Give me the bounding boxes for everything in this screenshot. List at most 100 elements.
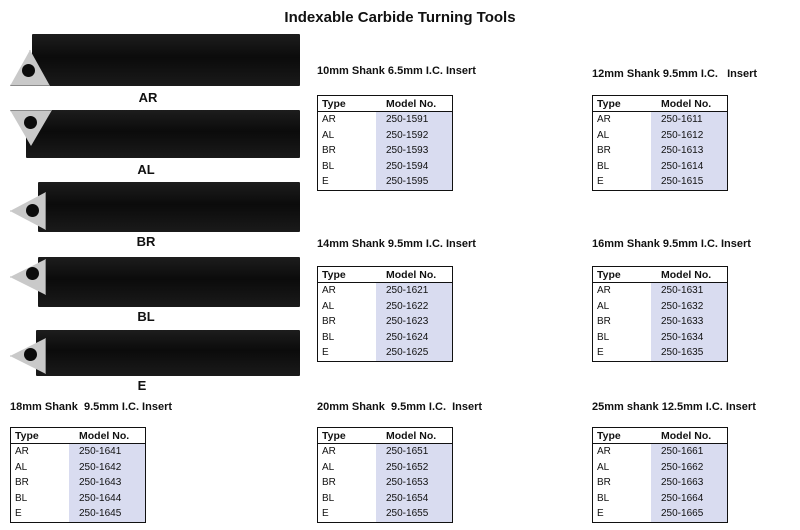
col-header-type: Type xyxy=(317,266,376,283)
tool-image-br xyxy=(10,182,300,232)
type-cell: E xyxy=(597,176,604,188)
type-cell: E xyxy=(15,508,22,520)
type-cell: AL xyxy=(597,461,610,473)
model-cell: 250-1644 xyxy=(69,490,146,506)
table-row: AL 250-1592 xyxy=(318,127,453,143)
table-row: BL 250-1644 xyxy=(11,490,146,506)
model-cell: 250-1615 xyxy=(651,174,728,190)
table-row: BL 250-1614 xyxy=(593,158,728,174)
table-row: AR 250-1611 xyxy=(593,111,728,128)
type-cell: BL xyxy=(322,160,335,172)
tool-label-ar: AR xyxy=(138,90,158,105)
section-title: 20mm Shank 9.5mm I.C. Insert xyxy=(317,401,483,413)
model-cell: 250-1621 xyxy=(376,282,453,299)
type-cell: AL xyxy=(15,461,28,473)
table-row: E 250-1655 xyxy=(318,506,453,522)
col-header-model: Model No. xyxy=(376,427,453,444)
type-cell: AR xyxy=(15,446,29,458)
table-row: AR 250-1651 xyxy=(318,443,453,460)
table-row: BR 250-1623 xyxy=(318,314,453,330)
model-cell: 250-1612 xyxy=(651,127,728,143)
table-row: AR 250-1621 xyxy=(318,282,453,299)
model-cell: 250-1643 xyxy=(69,475,146,491)
table-row: E 250-1665 xyxy=(593,506,728,522)
model-cell: 250-1663 xyxy=(651,475,728,491)
model-cell: 250-1635 xyxy=(651,345,728,361)
page-title: Indexable Carbide Turning Tools xyxy=(284,9,516,26)
col-header-type: Type xyxy=(592,427,651,444)
tool-label-bl: BL xyxy=(137,309,155,324)
table-row: BR 250-1643 xyxy=(11,475,146,491)
model-cell: 250-1593 xyxy=(376,143,453,159)
type-cell: AR xyxy=(322,446,336,458)
model-cell: 250-1623 xyxy=(376,314,453,330)
table-row: E 250-1595 xyxy=(318,174,453,190)
col-header-type: Type xyxy=(592,266,651,283)
table-row: BL 250-1654 xyxy=(318,490,453,506)
table-row: AL 250-1612 xyxy=(593,127,728,143)
type-cell: BL xyxy=(597,492,610,504)
type-cell: BL xyxy=(597,160,610,172)
table-row: AL 250-1622 xyxy=(318,298,453,314)
screw-icon xyxy=(24,348,37,361)
model-cell: 250-1645 xyxy=(69,506,146,522)
model-cell: 250-1651 xyxy=(376,443,453,460)
table-row: BR 250-1633 xyxy=(593,314,728,330)
section-title: 10mm Shank 6.5mm I.C. Insert xyxy=(317,65,476,77)
model-table: Type Model No. AR 250-1641 AL 250-1642 BR 25… xyxy=(10,427,146,523)
tool-image-ar xyxy=(10,34,300,86)
model-cell: 250-1652 xyxy=(376,459,453,475)
table-row: BR 250-1653 xyxy=(318,475,453,491)
section-title: 18mm Shank 9.5mm I.C. Insert xyxy=(10,401,173,413)
tool-label-br: BR xyxy=(136,234,156,249)
type-cell: AR xyxy=(597,114,611,126)
type-cell: AR xyxy=(597,285,611,297)
model-cell: 250-1631 xyxy=(651,282,728,299)
type-cell: AR xyxy=(322,285,336,297)
model-table: Type Model No. AR 250-1661 AL 250-1662 BR 25… xyxy=(592,427,728,523)
type-cell: E xyxy=(322,176,329,188)
col-header-type: Type xyxy=(10,427,69,444)
type-cell: BL xyxy=(322,331,335,343)
model-cell: 250-1654 xyxy=(376,490,453,506)
type-cell: E xyxy=(322,508,329,520)
type-cell: E xyxy=(597,508,604,520)
table-row: E 250-1645 xyxy=(11,506,146,522)
tool-label-e: E xyxy=(137,378,147,393)
model-cell: 250-1665 xyxy=(651,506,728,522)
section-title: 12mm Shank 9.5mm I.C. Insert xyxy=(592,68,758,80)
col-header-type: Type xyxy=(317,427,376,444)
model-table: Type Model No. AR 250-1651 AL 250-1652 BR 25… xyxy=(317,427,453,523)
type-cell: BR xyxy=(597,477,611,489)
table-row: E 250-1625 xyxy=(318,345,453,361)
type-cell: E xyxy=(597,347,604,359)
model-cell: 250-1653 xyxy=(376,475,453,491)
model-cell: 250-1592 xyxy=(376,127,453,143)
table-row: AL 250-1652 xyxy=(318,459,453,475)
table-row: BL 250-1634 xyxy=(593,329,728,345)
model-cell: 250-1655 xyxy=(376,506,453,522)
model-cell: 250-1622 xyxy=(376,298,453,314)
type-cell: BR xyxy=(597,316,611,328)
model-cell: 250-1611 xyxy=(651,111,728,128)
model-table: Type Model No. AR 250-1611 AL 250-1612 BR 25… xyxy=(592,95,728,191)
type-cell: AL xyxy=(322,300,335,312)
model-cell: 250-1664 xyxy=(651,490,728,506)
table-row: E 250-1615 xyxy=(593,174,728,190)
type-cell: AR xyxy=(322,114,336,126)
model-cell: 250-1642 xyxy=(69,459,146,475)
model-cell: 250-1625 xyxy=(376,345,453,361)
model-cell: 250-1614 xyxy=(651,158,728,174)
table-row: BR 250-1663 xyxy=(593,475,728,491)
model-cell: 250-1624 xyxy=(376,329,453,345)
screw-icon xyxy=(24,116,37,129)
type-cell: AL xyxy=(597,129,610,141)
model-cell: 250-1661 xyxy=(651,443,728,460)
screw-icon xyxy=(22,64,35,77)
type-cell: AL xyxy=(322,461,335,473)
model-cell: 250-1613 xyxy=(651,143,728,159)
type-cell: BL xyxy=(597,331,610,343)
type-cell: BL xyxy=(322,492,335,504)
type-cell: BR xyxy=(322,145,336,157)
screw-icon xyxy=(26,267,39,280)
